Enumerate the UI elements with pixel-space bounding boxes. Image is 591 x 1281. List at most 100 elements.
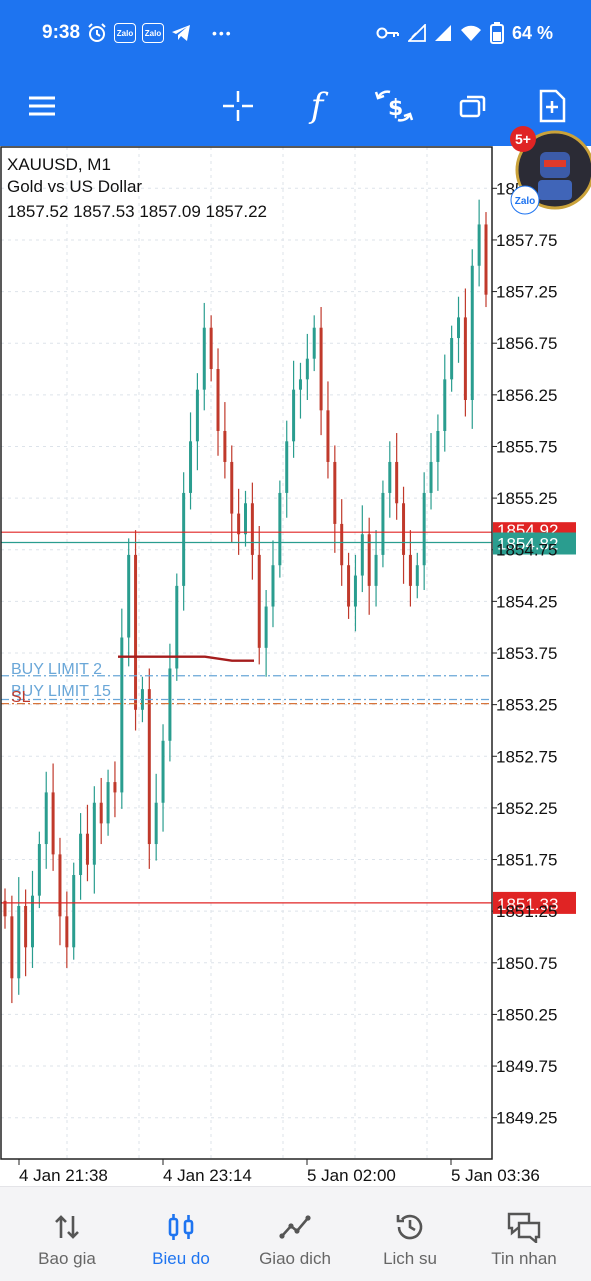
candle-body (52, 792, 55, 854)
candle-body (361, 534, 364, 575)
windows-button[interactable] (451, 84, 495, 128)
nav-label: Lich su (383, 1249, 437, 1269)
x-axis-label: 5 Jan 03:36 (451, 1166, 540, 1185)
trade-icon (279, 1214, 311, 1240)
y-axis-label: 1853.25 (496, 696, 557, 715)
robot-body (538, 180, 572, 200)
candle-body (271, 565, 274, 606)
robot-visor (544, 160, 566, 167)
candle-body (65, 916, 68, 947)
y-axis-label: 1850.75 (496, 954, 557, 973)
candle-body (333, 462, 336, 524)
y-axis-label: 1849.75 (496, 1057, 557, 1076)
candle-body (189, 441, 192, 493)
candle-body (237, 514, 240, 535)
trade-button[interactable]: $ (372, 84, 416, 128)
y-axis-label: 1854.25 (496, 592, 557, 611)
candle-body (162, 741, 165, 803)
candle-body (326, 410, 329, 462)
candle-body (107, 782, 110, 823)
candle-body (265, 607, 268, 648)
y-axis-label: 1857.25 (496, 283, 557, 302)
y-axis-label: 1855.75 (496, 437, 557, 456)
symbol-label: XAUUSD, M1 (7, 155, 111, 174)
y-axis-label: 1855.25 (496, 489, 557, 508)
x-axis-label: 4 Jan 23:14 (163, 1166, 252, 1185)
candle-body (443, 379, 446, 431)
candle-body (464, 317, 467, 400)
candle-body (79, 834, 82, 875)
candle-body (478, 224, 481, 265)
candle-body (402, 503, 405, 555)
nav-quotes[interactable]: Bao gia (8, 1187, 126, 1281)
candle-body (423, 493, 426, 565)
candle-body (182, 493, 185, 586)
candle-body (251, 503, 254, 555)
nav-label: Tin nhan (491, 1249, 557, 1269)
signal-icon (408, 24, 426, 42)
candle-body (210, 328, 213, 369)
candle-body (24, 906, 27, 947)
candle-body (223, 431, 226, 462)
y-axis-label: 1857.75 (496, 231, 557, 250)
indicators-icon: f (311, 86, 324, 126)
candle-body (354, 576, 357, 607)
crosshair-icon (222, 90, 254, 122)
candle-body (388, 462, 391, 493)
candle-body (72, 875, 75, 947)
telegram-icon (170, 23, 192, 43)
y-axis-label: 1852.75 (496, 747, 557, 766)
candle-body (485, 224, 488, 294)
nav-label: Bieu do (152, 1249, 210, 1269)
candle-body (299, 379, 302, 389)
new-order-button[interactable] (530, 84, 574, 128)
bottom-nav: Bao gia Bieu do Giao dich Lich su Tin nh… (0, 1186, 591, 1281)
battery-percent: 64 % (512, 23, 553, 44)
nav-history[interactable]: Lich su (351, 1187, 469, 1281)
y-axis-label: 1856.75 (496, 334, 557, 353)
candle-body (120, 638, 123, 793)
candle-body (292, 390, 295, 442)
candle-body (113, 782, 116, 792)
nav-messages[interactable]: Tin nhan (465, 1187, 583, 1281)
x-axis-label: 4 Jan 21:38 (19, 1166, 108, 1185)
candle-body (457, 317, 460, 338)
candle-body (430, 462, 433, 493)
candle-body (196, 390, 199, 442)
wifi-icon (460, 24, 482, 42)
candle-body (100, 803, 103, 824)
candle-body (278, 493, 281, 565)
candle-body (155, 803, 158, 844)
menu-icon (27, 95, 57, 117)
candle-body (381, 493, 384, 555)
chat-bubble[interactable]: 5+ Zalo (510, 124, 591, 216)
ohlc-values: 1857.52 1857.53 1857.09 1857.22 (7, 202, 267, 221)
x-axis-label: 5 Jan 02:00 (307, 1166, 396, 1185)
buy-limit-label[interactable]: BUY LIMIT 2 (11, 661, 102, 678)
candle-body (127, 555, 130, 638)
candle-body (45, 792, 48, 844)
more-dots-icon: ••• (212, 25, 233, 41)
crosshair-button[interactable] (216, 84, 260, 128)
indicators-button[interactable]: f (295, 84, 339, 128)
candle-body (86, 834, 89, 865)
zalo-icon: Zalo (142, 23, 164, 43)
status-bar: 9:38 Zalo Zalo ••• 64 % (0, 0, 591, 70)
candle-body (230, 462, 233, 514)
signal-icon (434, 24, 452, 42)
y-axis-label: 1854.75 (496, 541, 557, 560)
nav-chart[interactable]: Bieu do (122, 1187, 240, 1281)
nav-trade[interactable]: Giao dich (236, 1187, 354, 1281)
badge-count: 5+ (515, 131, 531, 147)
candle-body (134, 555, 137, 710)
menu-button[interactable] (20, 84, 64, 128)
candle-body (320, 328, 323, 411)
trade-icon: $ (374, 88, 414, 124)
chart-icon (166, 1212, 196, 1242)
sl-label[interactable]: SL (11, 689, 31, 706)
candle-body (168, 668, 171, 740)
candle-body (58, 854, 61, 916)
alarm-icon (86, 22, 108, 44)
